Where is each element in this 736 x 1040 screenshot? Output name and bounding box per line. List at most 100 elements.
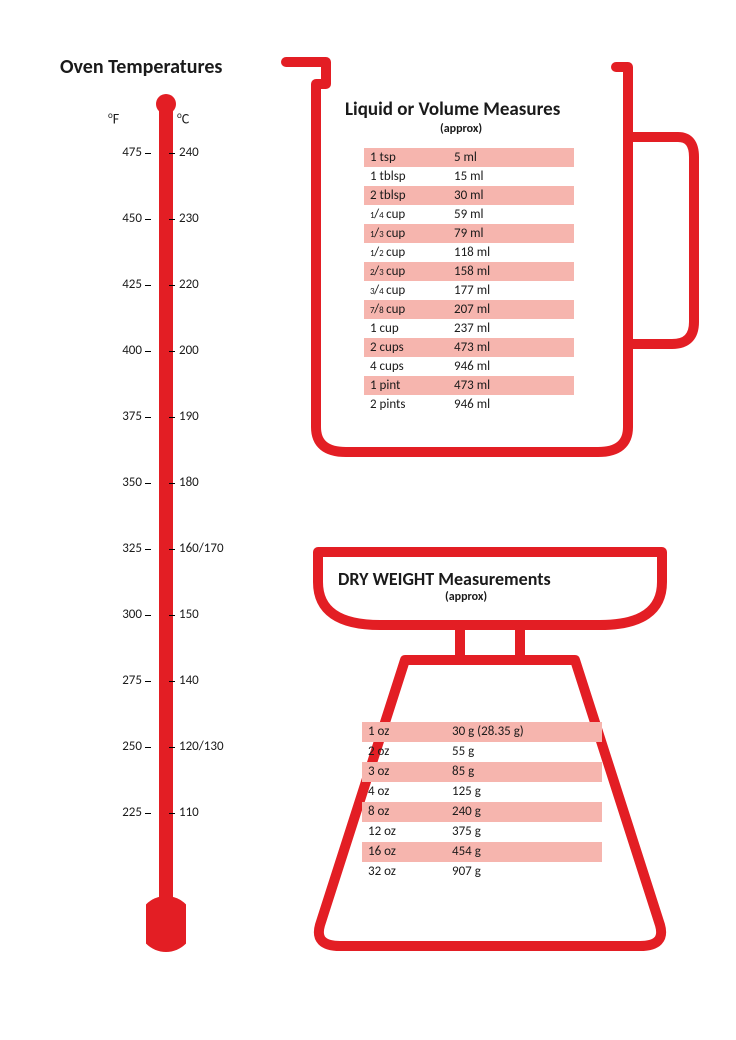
tick-fahrenheit: 300 [97, 607, 142, 622]
liquid-ml-value: 59 ml [450, 205, 550, 224]
tick-mark-icon [169, 153, 175, 154]
tick-fahrenheit: 475 [97, 145, 142, 160]
dry-table-row: 3 oz85 g [362, 762, 602, 782]
dry-oz-label: 12 oz [362, 822, 448, 842]
tick-fahrenheit: 400 [97, 343, 142, 358]
liquid-ml-value: 207 ml [450, 300, 550, 319]
dry-oz-label: 32 oz [362, 862, 448, 882]
tick-fahrenheit: 425 [97, 277, 142, 292]
liquid-measure-label: 2 tblsp [364, 186, 450, 205]
liquid-table-row: 2 cups473 ml [364, 338, 574, 357]
liquid-measure-label: 1 cup [364, 319, 450, 338]
liquid-table-row: 3/4 cup177 ml [364, 281, 574, 300]
dry-g-value: 55 g [448, 742, 588, 762]
dry-g-value: 454 g [448, 842, 588, 862]
dry-g-value: 85 g [448, 762, 588, 782]
liquid-measure-label: 2 cups [364, 338, 450, 357]
tick-fahrenheit: 375 [97, 409, 142, 424]
liquid-table-row: 1/4 cup59 ml [364, 205, 574, 224]
liquid-measures-subtitle: (approx) [440, 122, 482, 136]
liquid-measure-label: 1 pint [364, 376, 450, 395]
liquid-table-row: 2 pints946 ml [364, 395, 574, 414]
dry-g-value: 907 g [448, 862, 588, 882]
tick-celsius: 240 [179, 145, 239, 160]
tick-mark-icon [145, 153, 151, 154]
tick-mark-icon [145, 351, 151, 352]
dry-table-row: 2 oz55 g [362, 742, 602, 762]
dry-weight-table: 1 oz30 g (28.35 g)2 oz55 g3 oz85 g4 oz12… [362, 722, 602, 882]
oven-temperatures-title: Oven Temperatures [60, 55, 222, 79]
tick-celsius: 230 [179, 211, 239, 226]
liquid-ml-value: 79 ml [450, 224, 550, 243]
liquid-ml-value: 158 ml [450, 262, 550, 281]
dry-g-value: 240 g [448, 802, 588, 822]
liquid-measure-label: 1/2 cup [364, 243, 450, 262]
dry-g-value: 375 g [448, 822, 588, 842]
tick-mark-icon [145, 417, 151, 418]
tick-celsius: 140 [179, 673, 239, 688]
tick-fahrenheit: 350 [97, 475, 142, 490]
dry-g-value: 30 g (28.35 g) [448, 722, 588, 742]
tick-mark-icon [169, 549, 175, 550]
dry-oz-label: 2 oz [362, 742, 448, 762]
liquid-table-row: 1 tblsp15 ml [364, 167, 574, 186]
dry-oz-label: 8 oz [362, 802, 448, 822]
tick-mark-icon [169, 747, 175, 748]
tick-mark-icon [169, 681, 175, 682]
liquid-measures-title: Liquid or Volume Measures [345, 98, 560, 121]
tick-mark-icon [169, 219, 175, 220]
liquid-table-row: 2 tblsp30 ml [364, 186, 574, 205]
liquid-ml-value: 946 ml [450, 357, 550, 376]
dry-table-row: 32 oz907 g [362, 862, 602, 882]
tick-mark-icon [169, 285, 175, 286]
liquid-table-row: 1/2 cup118 ml [364, 243, 574, 262]
dry-g-value: 125 g [448, 782, 588, 802]
tick-fahrenheit: 225 [97, 805, 142, 820]
liquid-ml-value: 5 ml [450, 148, 550, 167]
tick-mark-icon [145, 615, 151, 616]
tick-celsius: 220 [179, 277, 239, 292]
liquid-measure-label: 1 tsp [364, 148, 450, 167]
tick-mark-icon [169, 813, 175, 814]
tick-mark-icon [145, 219, 151, 220]
liquid-measure-label: 4 cups [364, 357, 450, 376]
dry-table-row: 12 oz375 g [362, 822, 602, 842]
dry-weight-subtitle: (approx) [445, 590, 487, 604]
tick-celsius: 120/130 [179, 739, 239, 754]
tick-mark-icon [169, 615, 175, 616]
tick-fahrenheit: 275 [97, 673, 142, 688]
liquid-ml-value: 15 ml [450, 167, 550, 186]
tick-celsius: 190 [179, 409, 239, 424]
liquid-table-row: 4 cups946 ml [364, 357, 574, 376]
liquid-table-row: 1 cup237 ml [364, 319, 574, 338]
dry-oz-label: 16 oz [362, 842, 448, 862]
liquid-table-row: 1 tsp5 ml [364, 148, 574, 167]
tick-mark-icon [145, 483, 151, 484]
liquid-measure-label: 7/8 cup [364, 300, 450, 319]
tick-celsius: 180 [179, 475, 239, 490]
dry-table-row: 1 oz30 g (28.35 g) [362, 722, 602, 742]
liquid-measure-label: 2/3 cup [364, 262, 450, 281]
liquid-table-row: 2/3 cup158 ml [364, 262, 574, 281]
liquid-ml-value: 237 ml [450, 319, 550, 338]
dry-table-row: 16 oz454 g [362, 842, 602, 862]
tick-mark-icon [169, 417, 175, 418]
liquid-measure-label: 3/4 cup [364, 281, 450, 300]
tick-celsius: 160/170 [179, 541, 239, 556]
tick-mark-icon [145, 285, 151, 286]
liquid-ml-value: 177 ml [450, 281, 550, 300]
liquid-ml-value: 473 ml [450, 338, 550, 357]
liquid-measure-label: 1/4 cup [364, 205, 450, 224]
tick-celsius: 150 [179, 607, 239, 622]
dry-oz-label: 3 oz [362, 762, 448, 782]
tick-mark-icon [145, 549, 151, 550]
tick-mark-icon [169, 483, 175, 484]
liquid-measure-label: 1 tblsp [364, 167, 450, 186]
liquid-ml-value: 118 ml [450, 243, 550, 262]
dry-weight-title: DRY WEIGHT Measurements [338, 568, 551, 590]
tick-fahrenheit: 250 [97, 739, 142, 754]
tick-fahrenheit: 450 [97, 211, 142, 226]
liquid-measures-table: 1 tsp5 ml1 tblsp15 ml2 tblsp30 ml1/4 cup… [364, 148, 574, 414]
infographic-page: Oven Temperatures oF oC 4752404502304252… [0, 0, 736, 1040]
dry-table-row: 8 oz240 g [362, 802, 602, 822]
